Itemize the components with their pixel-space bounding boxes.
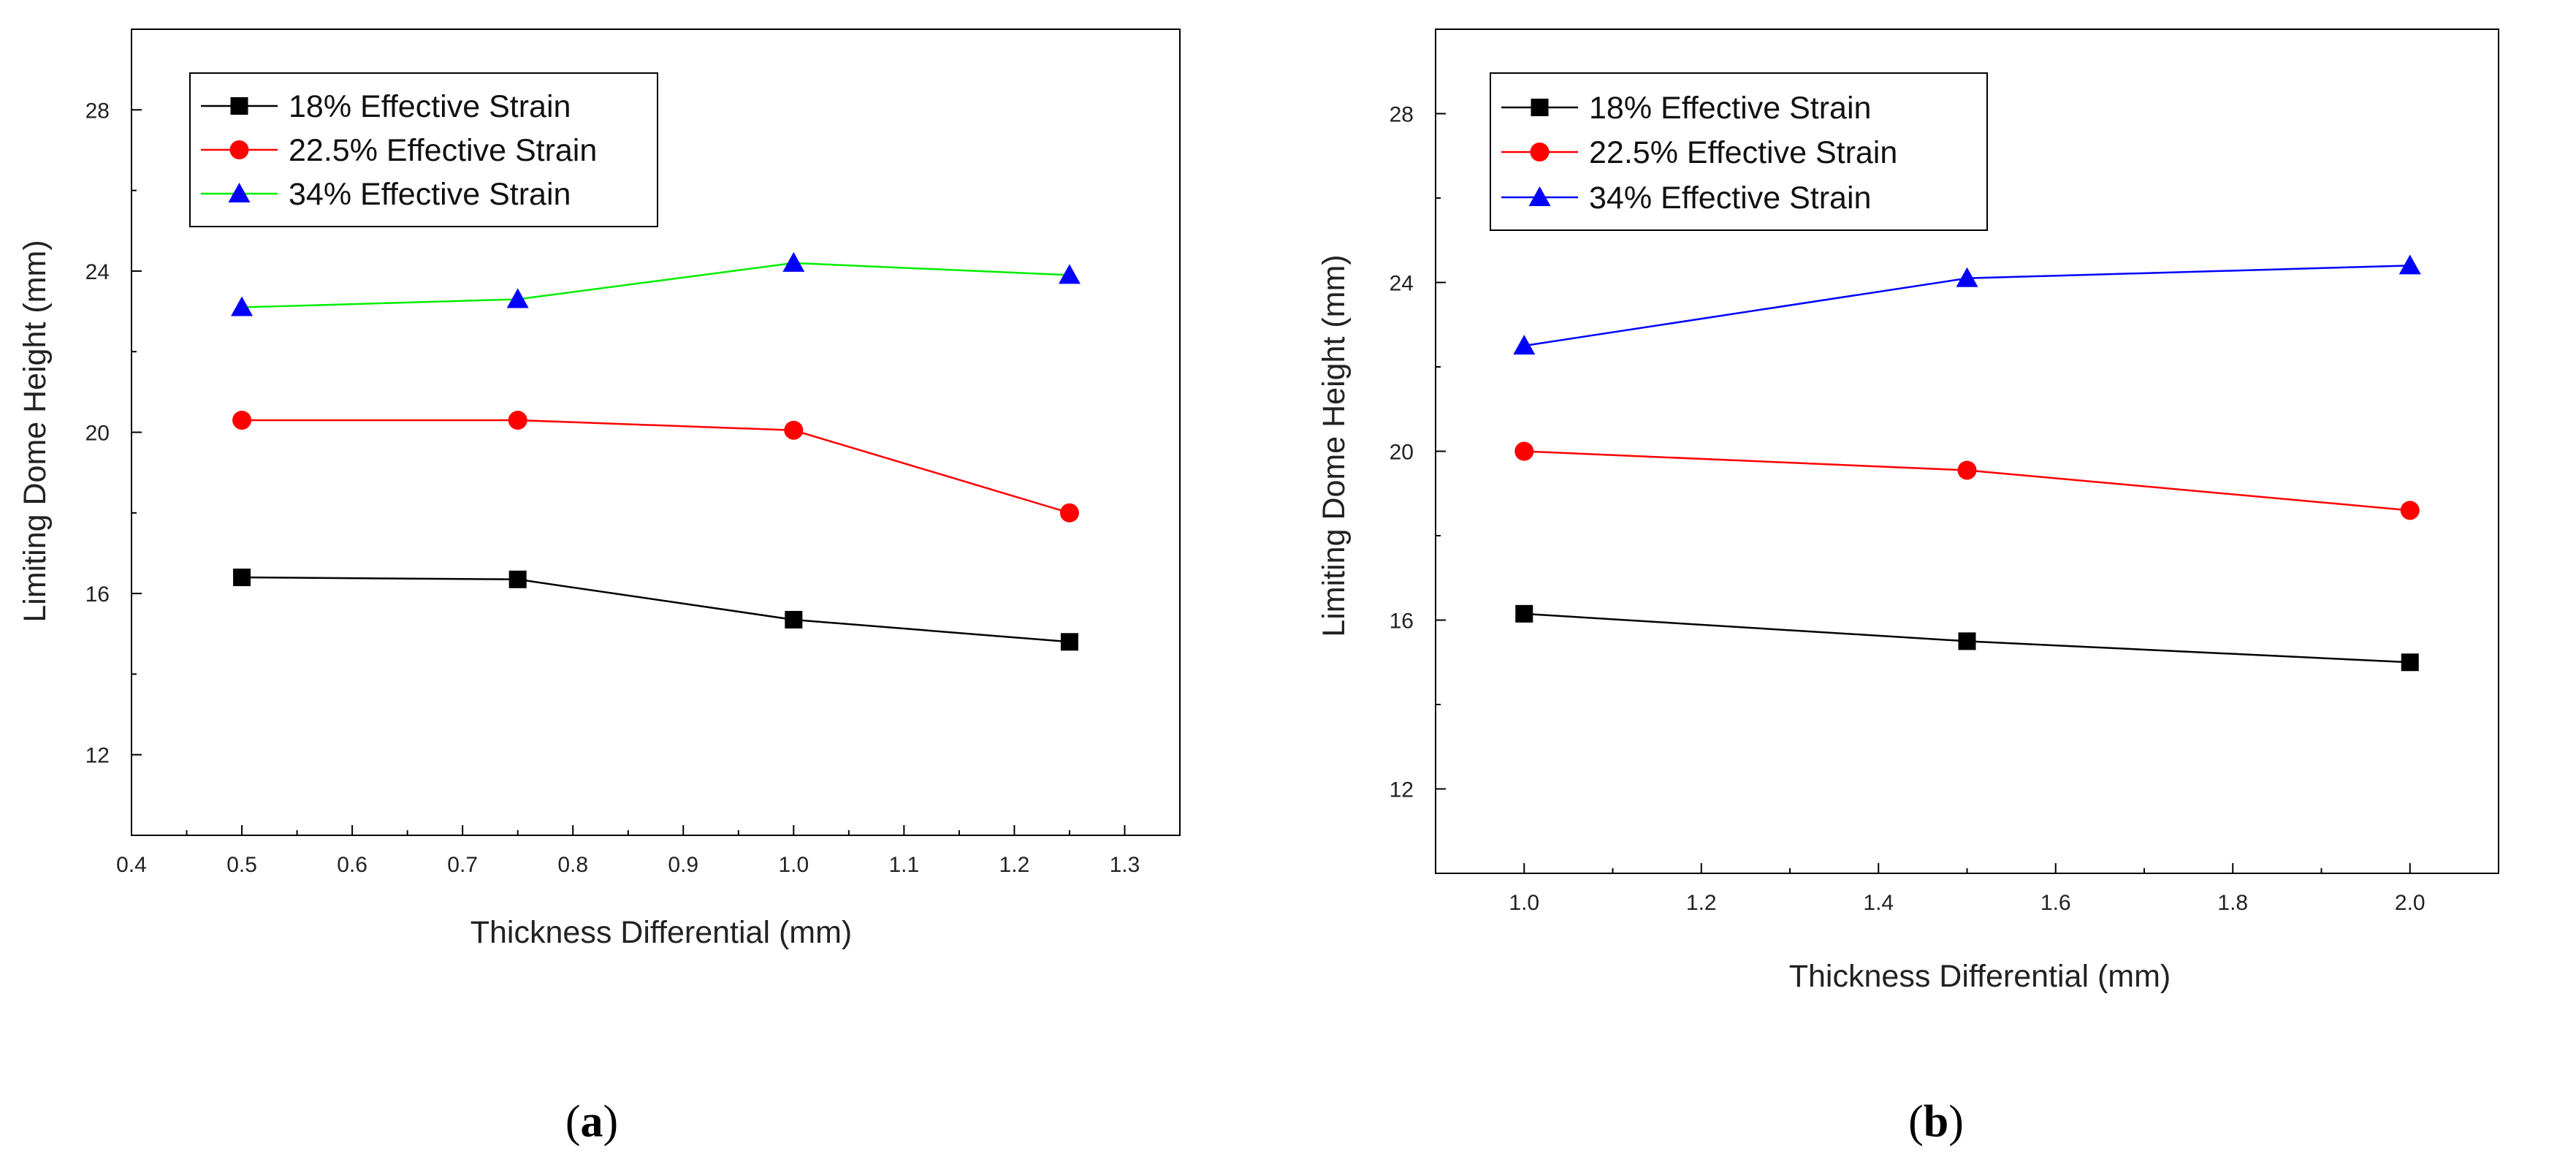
chart-a-legend: 18% Effective Strain 22.5% Effective Stra…	[189, 72, 658, 227]
x-tick-label: 1.0	[778, 853, 809, 877]
data-point	[1515, 604, 1533, 623]
x-tick-label: 1.3	[1110, 853, 1140, 877]
data-point	[2398, 254, 2421, 275]
y-tick-label: 28	[85, 99, 110, 123]
x-tick-label: 0.6	[337, 853, 367, 877]
y-tick-label: 12	[85, 744, 110, 768]
chart-b-y-axis-label: Limiting Dome Height (mm)	[1316, 254, 1352, 637]
legend-marker	[1531, 99, 1549, 116]
x-tick-label: 1.2	[999, 853, 1030, 877]
chart-b-legend-items: 18% Effective Strain 22.5% Effective Stra…	[1501, 91, 1897, 216]
x-tick-label: 1.0	[1509, 891, 1539, 915]
x-tick-label: 1.6	[2040, 891, 2071, 915]
chart-a-series-lines	[242, 262, 1070, 643]
legend-marker	[229, 140, 249, 159]
x-tick-label: 0.9	[668, 853, 698, 877]
legend-label: 18% Effective Strain	[289, 89, 571, 124]
x-tick-label: 1.2	[1686, 891, 1717, 915]
x-tick-label: 0.4	[116, 853, 147, 877]
legend-label: 34% Effective Strain	[1589, 181, 1871, 216]
chart-a-caption: (a)	[565, 1097, 618, 1147]
data-point	[232, 410, 252, 430]
chart-a-x-ticks: 0.4 0.5 0.6 0.7 0.8 0.9 1.0 1.1 1.2 1.3	[116, 825, 1140, 877]
x-tick-label: 1.1	[889, 853, 920, 877]
x-tick-label: 2.0	[2395, 891, 2426, 915]
data-point	[508, 570, 527, 588]
chart-a-y-axis-label: Limiting Dome Height (mm)	[18, 240, 53, 622]
series-line	[242, 262, 1070, 308]
legend-label: 18% Effective Strain	[1589, 91, 1871, 126]
data-point	[785, 610, 803, 629]
chart-b-x-ticks: 1.0 1.2 1.4 1.6 1.8 2.0	[1509, 863, 2426, 915]
data-point	[508, 410, 527, 430]
data-point	[1513, 335, 1536, 355]
chart-a: 0.4 0.5 0.6 0.7 0.8 0.9 1.0 1.1 1.2 1.3 12 16 20 24 2…	[18, 29, 1181, 1147]
chart-b-x-axis-label: Thickness Differential (mm)	[1789, 959, 2171, 994]
y-tick-label: 16	[85, 582, 110, 607]
chart-a-y-ticks: 12 16 20 24 28	[85, 29, 142, 836]
legend-label: 34% Effective Strain	[289, 177, 571, 212]
chart-a-markers	[231, 251, 1081, 651]
data-point	[231, 296, 254, 316]
x-tick-label: 0.7	[447, 853, 478, 877]
chart-a-x-axis-label: Thickness Differential (mm)	[470, 915, 853, 950]
y-tick-label: 24	[1390, 272, 1414, 296]
x-tick-label: 1.8	[2217, 891, 2248, 915]
chart-b-legend: 18% Effective Strain 22.5% Effective Stra…	[1490, 72, 1988, 231]
series-line	[242, 576, 1070, 643]
y-tick-label: 24	[85, 260, 110, 284]
data-point	[506, 288, 529, 308]
chart-b-y-ticks: 12 16 20 24 28	[1390, 29, 1446, 874]
data-point	[1957, 460, 1977, 480]
legend-marker	[230, 97, 248, 115]
data-point	[2401, 653, 2419, 672]
data-point	[1956, 267, 1978, 287]
chart-a-caption-letter: a	[581, 1097, 603, 1147]
y-tick-label: 16	[1390, 610, 1414, 634]
data-point	[1058, 264, 1081, 284]
y-tick-label: 12	[1390, 778, 1414, 802]
x-tick-label: 0.8	[557, 853, 588, 877]
data-point	[1514, 441, 1534, 461]
chart-b-caption-letter: b	[1924, 1097, 1948, 1147]
series-line	[242, 419, 1070, 514]
chart-b-markers	[1513, 254, 2421, 672]
legend-marker	[1528, 186, 1551, 206]
chart-b-caption: (b)	[1908, 1097, 1964, 1147]
chart-a-legend-items: 18% Effective Strain 22.5% Effective Stra…	[201, 89, 597, 212]
data-point	[1059, 503, 1079, 523]
chart-b: 1.0 1.2 1.4 1.6 1.8 2.0 12 16 20 24 28 Thickness …	[1316, 29, 2499, 1147]
data-point	[1958, 632, 1976, 650]
data-point	[2400, 501, 2420, 520]
legend-marker	[228, 183, 251, 202]
legend-label: 22.5% Effective Strain	[1589, 135, 1897, 170]
y-tick-label: 20	[1390, 441, 1414, 465]
x-tick-label: 1.4	[1863, 891, 1894, 915]
data-point	[1060, 633, 1078, 651]
data-point	[233, 569, 251, 587]
legend-label: 22.5% Effective Strain	[289, 133, 597, 168]
data-point	[782, 251, 805, 272]
y-tick-label: 20	[85, 422, 110, 446]
data-point	[784, 420, 804, 440]
x-tick-label: 0.5	[226, 853, 257, 877]
legend-marker	[1530, 143, 1550, 162]
y-tick-label: 28	[1390, 103, 1414, 127]
